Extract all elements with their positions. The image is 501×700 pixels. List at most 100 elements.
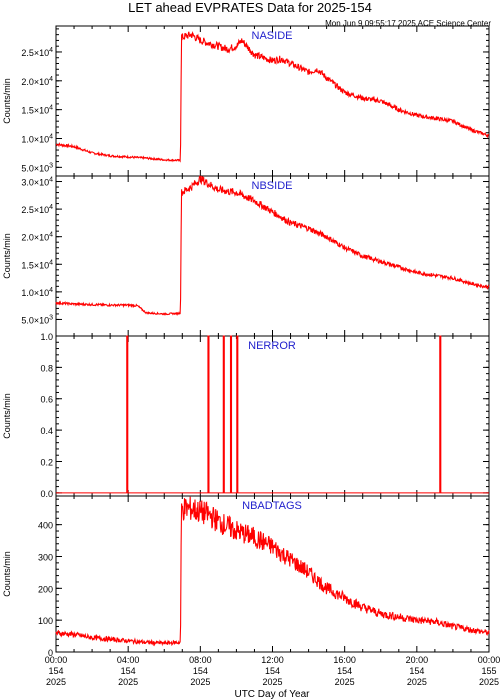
x-tick-label-doy: 154	[337, 666, 352, 676]
y-tick-label: 1.5×104	[21, 105, 53, 116]
x-tick-label-time: 20:00	[406, 655, 429, 665]
x-tick-label-doy: 154	[409, 666, 424, 676]
timestamp: Mon Jun 9 09:55:17 2025 ACE Science Cent…	[325, 19, 491, 28]
y-tick-exponent: 4	[49, 232, 53, 239]
y-tick-label: 1.0×104	[21, 134, 53, 145]
x-tick-label-year: 2025	[407, 677, 427, 687]
x-tick-label-time: 08:00	[189, 655, 212, 665]
y-tick-label: 0.8	[40, 363, 53, 373]
y-tick-mantissa: 5.0×10	[21, 163, 49, 173]
plot-frame	[55, 335, 490, 497]
x-tick-label-time: 04:00	[117, 655, 140, 665]
panel-label: NBSIDE	[252, 180, 293, 192]
y-tick-label: 1.5×104	[21, 259, 53, 270]
y-axis-label: Counts/min	[2, 551, 12, 597]
x-tick-labels: 00:00154202504:00154202508:00154202512:0…	[45, 655, 501, 687]
y-tick-exponent: 4	[49, 287, 53, 294]
panel-label: NBADTAGS	[242, 500, 302, 512]
panel-label: NASIDE	[252, 30, 293, 42]
y-tick-mantissa: 0	[48, 648, 53, 658]
y-tick-mantissa: 5.0×10	[21, 315, 49, 325]
y-tick-label: 300	[38, 552, 53, 562]
y-tick-label: 2.0×104	[21, 232, 53, 243]
panel-naside: 5.0×1031.0×1041.5×1042.0×1042.5×104Count…	[2, 25, 490, 177]
y-tick-label: 0	[48, 648, 53, 658]
y-tick-label: 2.5×104	[21, 204, 53, 215]
y-tick-exponent: 4	[49, 134, 53, 141]
y-tick-label: 2.5×104	[21, 47, 53, 58]
y-tick-label: 0.0	[40, 489, 53, 499]
y-axis-label: Counts/min	[2, 393, 12, 439]
y-tick-mantissa: 1.0	[40, 332, 53, 342]
panel-nbside: 5.0×1031.0×1041.5×1042.0×1042.5×1043.0×1…	[2, 175, 490, 337]
x-tick-label-time: 00:00	[478, 655, 501, 665]
plot-frame	[55, 495, 490, 653]
y-axis-label: Counts/min	[2, 78, 12, 124]
y-tick-mantissa: 1.5×10	[21, 260, 49, 270]
y-tick-label: 100	[38, 616, 53, 626]
y-tick-mantissa: 0.8	[40, 363, 53, 373]
x-tick-label-year: 2025	[190, 677, 210, 687]
y-tick-label: 3.0×104	[21, 177, 53, 188]
y-tick-exponent: 3	[49, 162, 53, 169]
panel-nbadtags: 0 100 200 300 400 Counts/min NBADTAGS	[2, 495, 490, 658]
y-tick-exponent: 3	[49, 314, 53, 321]
x-tick-label-doy: 154	[193, 666, 208, 676]
y-tick-label: 1.0	[40, 332, 53, 342]
y-tick-mantissa: 0.0	[40, 489, 53, 499]
y-tick-mantissa: 0.2	[40, 457, 53, 467]
y-tick-mantissa: 3.0×10	[21, 178, 49, 188]
y-tick-mantissa: 1.0×10	[21, 135, 49, 145]
y-tick-mantissa: 400	[38, 521, 53, 531]
y-tick-label: 1.0×104	[21, 287, 53, 298]
panels: 5.0×1031.0×1041.5×1042.0×1042.5×104Count…	[2, 25, 501, 687]
x-tick-label-year: 2025	[479, 677, 499, 687]
y-tick-mantissa: 2.0×10	[21, 77, 49, 87]
y-tick-exponent: 4	[49, 105, 53, 112]
x-tick-label-doy: 155	[481, 666, 496, 676]
y-tick-exponent: 4	[49, 259, 53, 266]
y-tick-exponent: 4	[49, 76, 53, 83]
y-tick-label: 400	[38, 521, 53, 531]
y-tick-exponent: 4	[49, 204, 53, 211]
y-tick-mantissa: 100	[38, 616, 53, 626]
panel-nerror: 0.0 0.2 0.4 0.6 0.8 1.0 Counts/min NERROR	[2, 332, 490, 499]
y-tick-mantissa: 1.0×10	[21, 288, 49, 298]
y-tick-mantissa: 2.5×10	[21, 205, 49, 215]
y-tick-label: 200	[38, 584, 53, 594]
y-tick-exponent: 4	[49, 177, 53, 184]
x-tick-label-time: 12:00	[261, 655, 284, 665]
x-tick-label-year: 2025	[262, 677, 282, 687]
y-tick-mantissa: 200	[38, 584, 53, 594]
x-tick-label-doy: 154	[121, 666, 136, 676]
x-tick-label-doy: 154	[48, 666, 63, 676]
chart-title: LET ahead EVPRATES Data for 2025-154	[128, 0, 372, 15]
y-tick-mantissa: 2.0×10	[21, 233, 49, 243]
y-tick-label: 0.4	[40, 426, 53, 436]
y-tick-mantissa: 2.5×10	[21, 48, 49, 58]
y-tick-mantissa: 0.6	[40, 395, 53, 405]
panel-label: NERROR	[248, 340, 296, 352]
x-tick-label-year: 2025	[118, 677, 138, 687]
y-tick-label: 5.0×103	[21, 162, 53, 173]
y-tick-label: 0.2	[40, 457, 53, 467]
x-tick-label-doy: 154	[265, 666, 280, 676]
y-tick-mantissa: 1.5×10	[21, 106, 49, 116]
y-tick-label: 2.0×104	[21, 76, 53, 87]
x-tick-label-time: 16:00	[333, 655, 356, 665]
y-tick-mantissa: 300	[38, 552, 53, 562]
series-line-nbadtags	[55, 496, 490, 647]
y-tick-label: 5.0×103	[21, 314, 53, 325]
series-line-naside	[55, 31, 490, 163]
y-tick-label: 0.6	[40, 395, 53, 405]
x-tick-label-year: 2025	[335, 677, 355, 687]
y-tick-mantissa: 0.4	[40, 426, 53, 436]
y-axis-label: Counts/min	[2, 233, 12, 279]
x-axis-label: UTC Day of Year	[234, 689, 310, 700]
plot-frame	[55, 25, 490, 177]
y-tick-exponent: 4	[49, 47, 53, 54]
series-line-nbside	[55, 175, 490, 316]
series-line-nerror	[56, 335, 489, 494]
x-tick-label-year: 2025	[46, 677, 66, 687]
